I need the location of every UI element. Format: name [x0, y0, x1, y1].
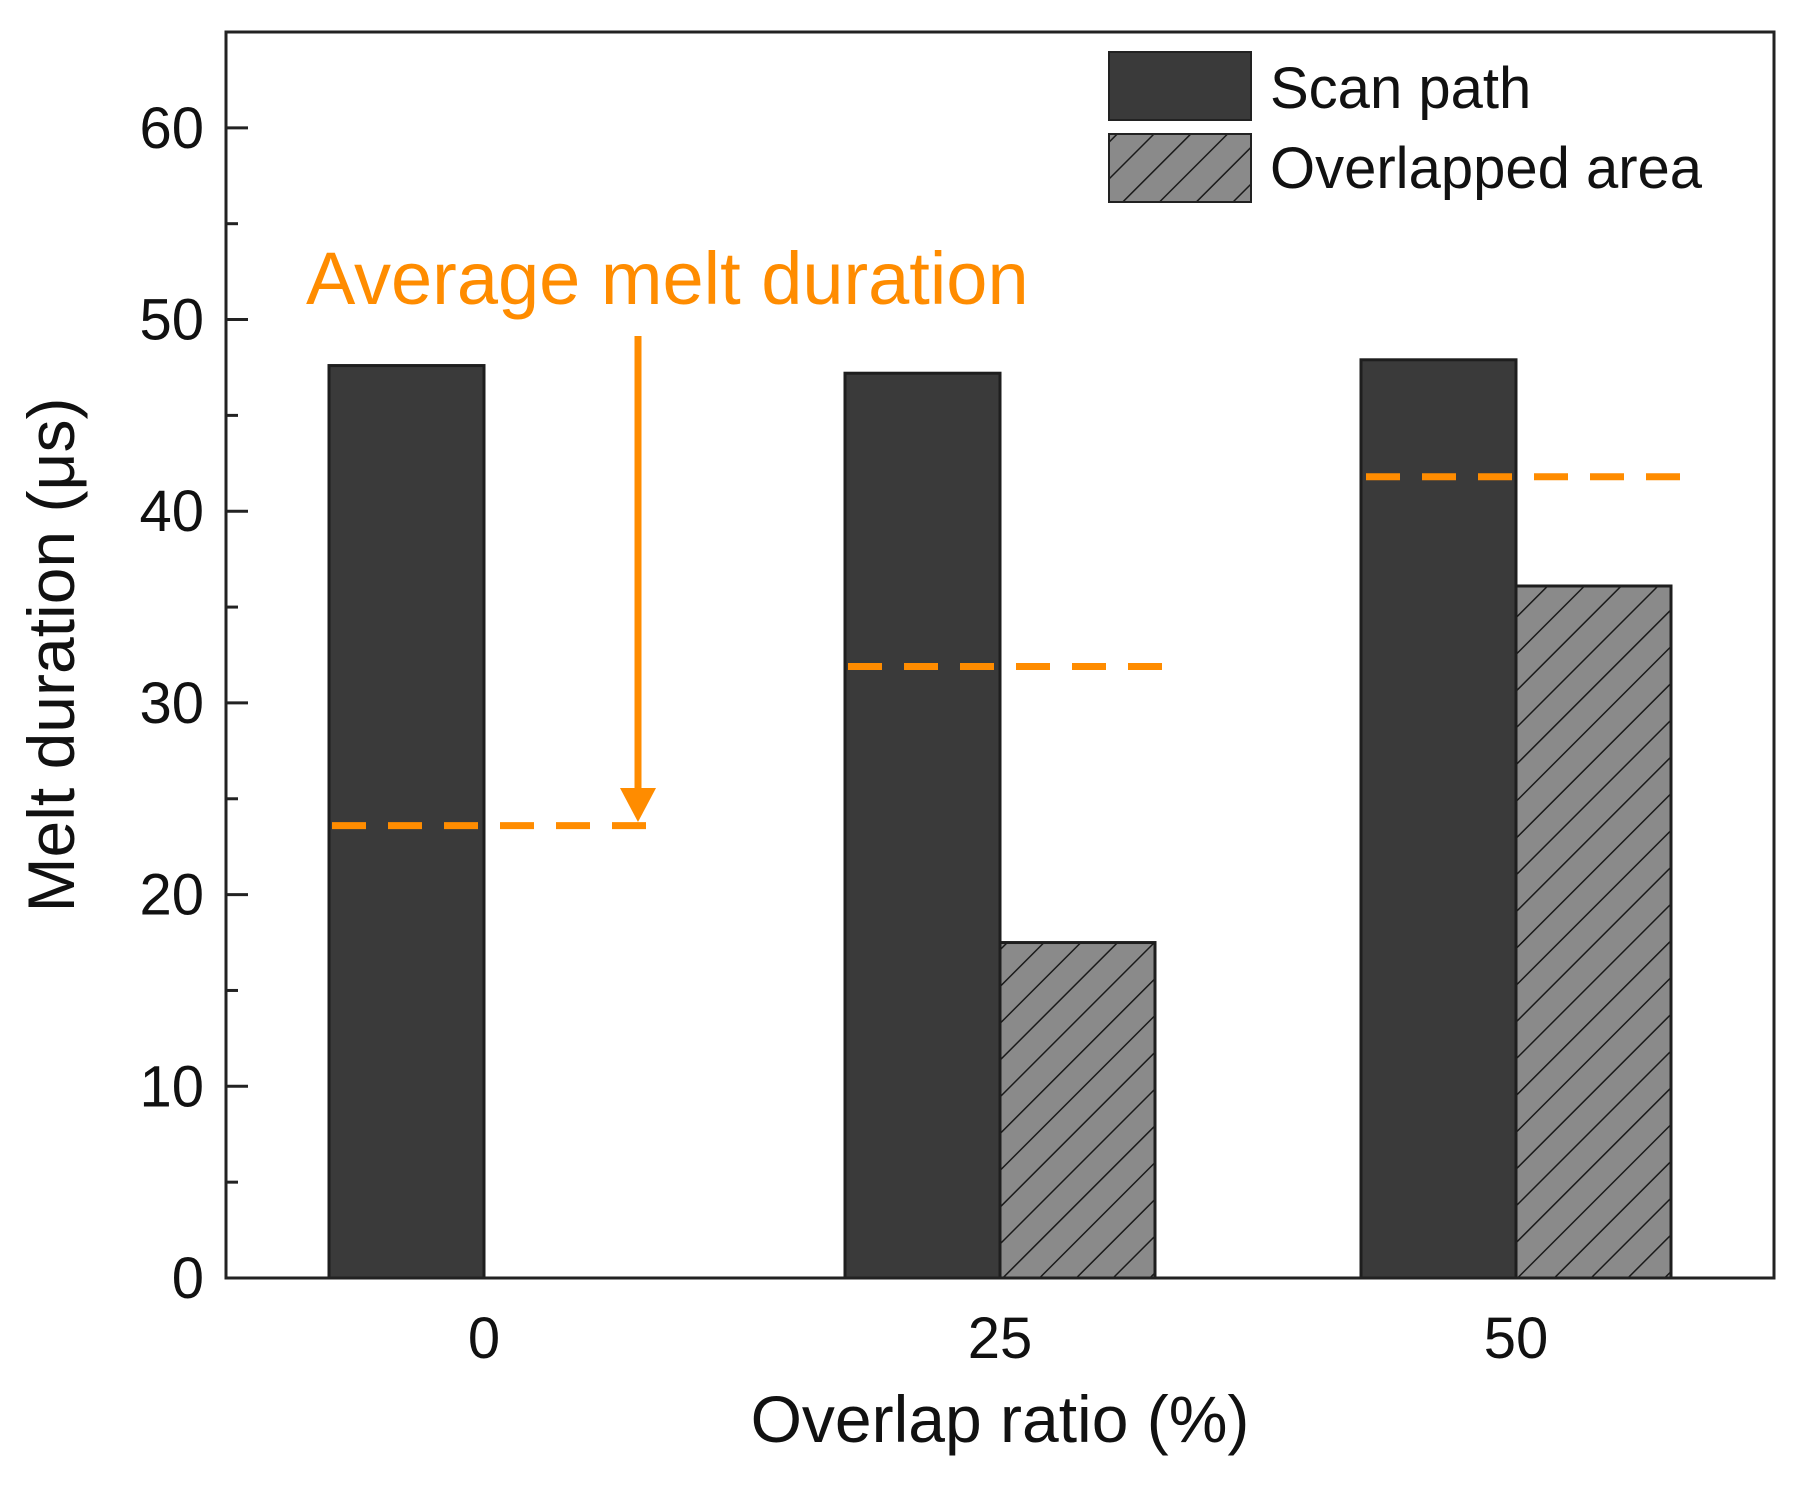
bar-overlapped-area — [998, 941, 1157, 1280]
y-tick-label: 50 — [139, 288, 204, 353]
bar-scan-path — [843, 371, 1002, 1280]
bar-overlapped-area — [1514, 584, 1673, 1280]
average-annotation: Average melt duration — [306, 237, 1029, 822]
annotation-arrow-head — [620, 788, 656, 822]
bar-scan-path — [327, 364, 486, 1280]
legend-swatch-overlapped-area — [1108, 133, 1252, 203]
legend-label-overlapped-area: Overlapped area — [1270, 136, 1703, 201]
y-tick-label: 60 — [139, 96, 204, 161]
x-axis: 0 25 50 — [468, 1306, 1548, 1371]
plot-frame — [224, 30, 1776, 1280]
x-tick-label: 25 — [968, 1306, 1033, 1371]
x-tick-label: 50 — [1484, 1306, 1549, 1371]
y-tick-label: 30 — [139, 671, 204, 736]
y-tick-label: 10 — [139, 1054, 204, 1119]
x-tick-label: 0 — [468, 1306, 500, 1371]
legend-label-scan-path: Scan path — [1270, 56, 1531, 121]
y-tick-label: 20 — [139, 863, 204, 928]
bar-scan-path — [1359, 358, 1518, 1280]
y-axis: 0 10 20 30 40 50 60 — [139, 96, 248, 1311]
y-tick-label: 0 — [172, 1246, 204, 1311]
y-tick-label: 40 — [139, 479, 204, 544]
x-axis-title: Overlap ratio (%) — [751, 1382, 1250, 1456]
bars-group — [327, 358, 1673, 1280]
legend-swatch-scan-path — [1108, 51, 1252, 121]
annotation-text: Average melt duration — [306, 237, 1029, 320]
y-axis-title: Melt duration (μs) — [14, 398, 88, 913]
legend: Scan path Overlapped area — [1108, 51, 1703, 203]
